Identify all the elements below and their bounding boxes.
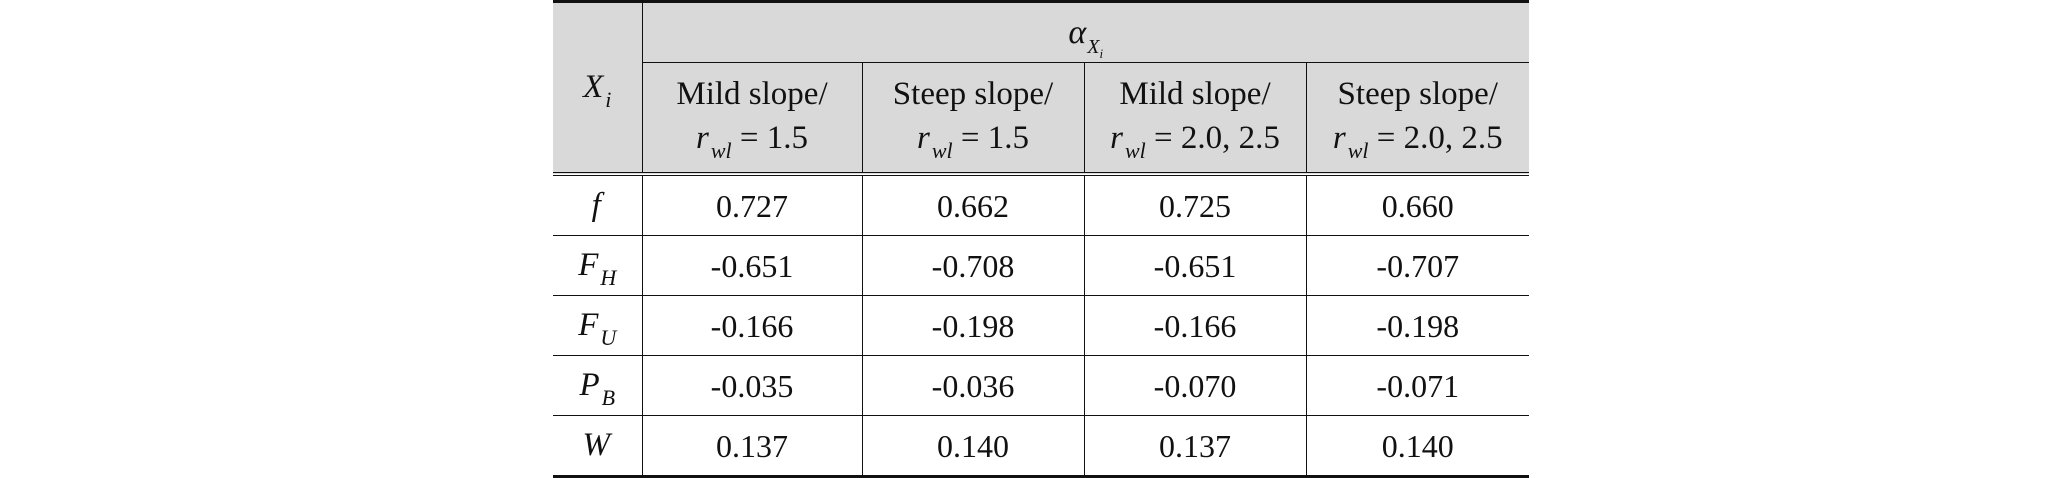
table-cell: 0.137 (1083, 415, 1306, 478)
table-cell: 0.137 (641, 415, 862, 478)
table-row-pb: PB -0.035 -0.036 -0.070 -0.071 (553, 355, 1530, 416)
ratio-subscript: wl (710, 138, 732, 163)
ratio-subscript: wl (931, 138, 953, 163)
row-label-symbol: P (579, 367, 600, 403)
column-header-ratio: rwl = 2.0, 2.5 (1085, 116, 1306, 163)
table-cell: -0.166 (1083, 295, 1306, 356)
column-header-mild-2.0-2.5: Mild slope/ rwl = 2.0, 2.5 (1083, 62, 1306, 176)
column-header-ratio: rwl = 2.0, 2.5 (1307, 116, 1530, 163)
table-cell: -0.651 (641, 235, 862, 296)
table-cell: -0.198 (1305, 295, 1530, 356)
row-label-subscript: B (601, 385, 616, 410)
table-row-f: f 0.727 0.662 0.725 0.660 (553, 174, 1530, 236)
ratio-value: = 2.0, 2.5 (1368, 120, 1503, 156)
ratio-subscript: wl (1124, 138, 1146, 163)
alpha-subscript: X (1087, 35, 1100, 58)
table-cell: -0.166 (641, 295, 862, 356)
row-label: FH (553, 235, 642, 296)
column-header-label: Mild slope/ (1119, 76, 1271, 112)
column-header-label: Steep slope/ (892, 76, 1054, 112)
ratio-symbol: r (916, 120, 930, 156)
ratio-value: = 1.5 (952, 120, 1029, 156)
table-row-fh: FH -0.651 -0.708 -0.651 -0.707 (553, 235, 1530, 296)
table-cell: -0.707 (1305, 235, 1530, 296)
row-label-symbol: F (578, 247, 599, 283)
row-label: f (553, 174, 642, 236)
row-variable-subscript: i (605, 87, 612, 112)
table-cell: 0.660 (1305, 174, 1530, 236)
alpha-table-wrapper: Xi αXi Mild slope/ rwl = 1.5 Steep slope… (553, 0, 1530, 478)
column-header-mild-1.5: Mild slope/ rwl = 1.5 (641, 62, 862, 176)
table-cell: -0.070 (1083, 355, 1306, 416)
row-label: W (553, 415, 642, 478)
alpha-subsubscript: i (1099, 45, 1104, 61)
table-cell: -0.651 (1083, 235, 1306, 296)
column-header-steep-1.5: Steep slope/ rwl = 1.5 (861, 62, 1084, 176)
column-header-ratio: rwl = 1.5 (643, 116, 862, 163)
column-header-label: Steep slope/ (1337, 76, 1498, 112)
ratio-symbol: r (1332, 120, 1346, 156)
table-cell: 0.140 (1305, 415, 1530, 478)
row-label-symbol: W (582, 427, 611, 463)
table-row-fu: FU -0.166 -0.198 -0.166 -0.198 (553, 295, 1530, 356)
table-row-w: W 0.137 0.140 0.137 0.140 (553, 415, 1530, 478)
ratio-symbol: r (1110, 120, 1123, 156)
table-cell: -0.198 (861, 295, 1084, 356)
table-cell: 0.727 (641, 174, 862, 236)
row-label-subscript: H (600, 265, 617, 290)
row-label-symbol: f (591, 187, 601, 223)
alpha-table: Xi αXi Mild slope/ rwl = 1.5 Steep slope… (553, 0, 1530, 478)
ratio-value: = 2.0, 2.5 (1145, 120, 1280, 156)
ratio-subscript: wl (1347, 138, 1369, 163)
table-cell: 0.140 (861, 415, 1084, 478)
column-header-label: Mild slope/ (676, 76, 828, 112)
row-label: PB (553, 355, 642, 416)
row-variable-symbol: X (583, 69, 604, 105)
row-label-symbol: F (578, 307, 599, 343)
ratio-symbol: r (695, 120, 709, 156)
ratio-value: = 1.5 (731, 120, 808, 156)
row-variable-header: Xi (553, 0, 642, 176)
table-cell: -0.708 (861, 235, 1084, 296)
row-label: FU (553, 295, 642, 356)
table-cell: -0.036 (861, 355, 1084, 416)
table-cell: 0.725 (1083, 174, 1306, 236)
table-cell: 0.662 (861, 174, 1084, 236)
alpha-group-header: αXi (641, 0, 1530, 63)
column-header-steep-2.0-2.5: Steep slope/ rwl = 2.0, 2.5 (1305, 62, 1530, 176)
column-header-ratio: rwl = 1.5 (863, 116, 1084, 163)
alpha-symbol: α (1068, 13, 1087, 51)
row-label-subscript: U (600, 325, 617, 350)
table-cell: -0.071 (1305, 355, 1530, 416)
table-cell: -0.035 (641, 355, 862, 416)
